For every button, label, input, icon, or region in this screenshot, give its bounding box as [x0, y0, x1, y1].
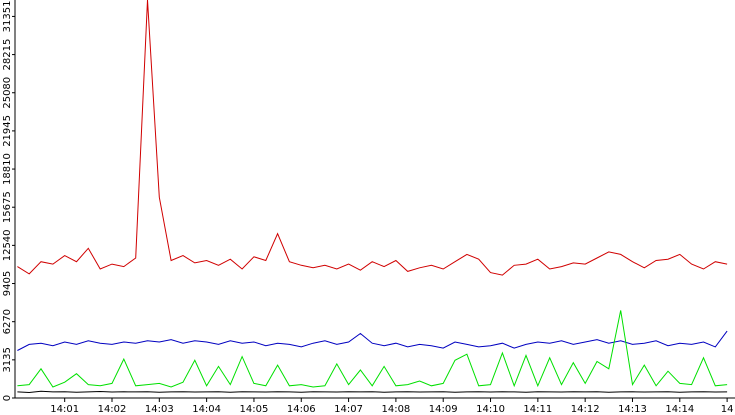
- y-tick-label: 18810: [2, 153, 13, 185]
- series-line: [17, 0, 728, 276]
- y-tick-label: 25080: [2, 77, 13, 109]
- y-tick-label: 31351: [2, 1, 13, 33]
- y-tick-label: 12540: [2, 229, 13, 261]
- y-tick-label: 28215: [2, 39, 13, 71]
- series-line: [17, 390, 728, 394]
- x-tick-label: 14:12: [571, 404, 600, 415]
- x-tick-label: 14:08: [381, 404, 410, 415]
- x-tick-label: 14: [721, 404, 734, 415]
- x-tick-label: 14:10: [476, 404, 505, 415]
- x-tick-label: 14:04: [192, 404, 221, 415]
- y-tick-label: 15675: [2, 191, 13, 223]
- x-tick-label: 14:05: [240, 404, 269, 415]
- series-line: [17, 310, 728, 388]
- x-tick-label: 14:03: [145, 404, 174, 415]
- x-tick-label: 14:01: [50, 404, 79, 415]
- x-tick-label: 14:14: [665, 404, 694, 415]
- x-tick-label: 14:13: [618, 404, 647, 415]
- y-tick-label: 21945: [2, 115, 13, 147]
- x-tick-label: 14:07: [334, 404, 363, 415]
- x-tick-label: 14:06: [287, 404, 316, 415]
- x-tick-label: 14:11: [523, 404, 552, 415]
- y-tick-label: 6270: [2, 309, 13, 334]
- y-tick-label: 0: [2, 395, 13, 401]
- y-tick-label: 9405: [2, 271, 13, 296]
- y-tick-label: 3135: [2, 347, 13, 372]
- series-line: [17, 330, 728, 351]
- x-tick-label: 14:02: [98, 404, 127, 415]
- x-tick-label: 14:09: [429, 404, 458, 415]
